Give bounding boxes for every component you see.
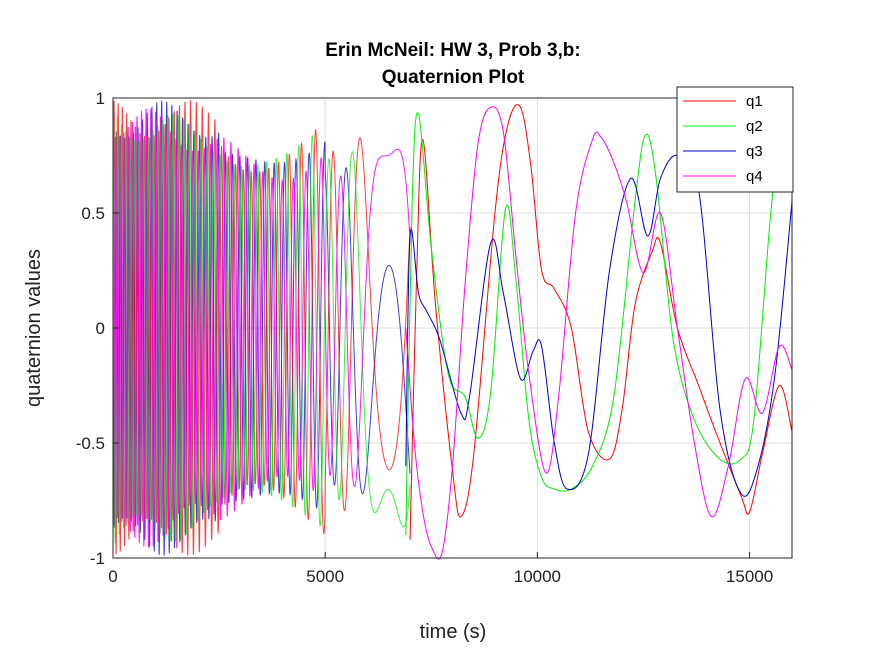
x-axis-label: time (s) <box>420 621 487 643</box>
chart-title-line-1: Erin McNeil: HW 3, Prob 3,b: <box>325 40 580 61</box>
legend: q1 q2 q3 q4 <box>676 86 794 193</box>
x-tick-label: 0 <box>108 567 117 586</box>
series-lines <box>405 104 793 560</box>
legend-label-q2: q2 <box>746 118 763 135</box>
y-tick-label: 1 <box>96 89 105 108</box>
legend-label-q1: q1 <box>746 93 763 110</box>
dense-oscillation-region <box>112 100 411 556</box>
series-line-q2 <box>405 108 793 536</box>
series-line-q1 <box>409 104 793 540</box>
dense-trace-q1 <box>112 100 411 556</box>
legend-box <box>676 86 794 193</box>
chart-title-line-2: Quaternion Plot <box>382 67 525 88</box>
series-line-q3 <box>405 154 793 497</box>
x-tick-label: 5000 <box>306 567 344 586</box>
x-tick-label: 15000 <box>726 567 773 586</box>
y-tick-label: 0.5 <box>81 204 105 223</box>
axis-ticks: 0 5000 10000 15000 -1 -0.5 0 0.5 1 <box>76 89 774 586</box>
series-line-q4 <box>405 106 793 560</box>
y-tick-label: -1 <box>90 549 105 568</box>
dense-trace-q3 <box>112 100 411 556</box>
legend-label-q3: q3 <box>746 143 763 160</box>
dense-trace-q4 <box>112 108 411 548</box>
y-axis-label: quaternion values <box>23 249 45 407</box>
y-tick-label: -0.5 <box>76 434 105 453</box>
legend-label-q4: q4 <box>746 168 763 185</box>
x-tick-label: 10000 <box>514 567 561 586</box>
dense-trace-q2 <box>112 109 411 544</box>
y-tick-label: 0 <box>96 319 105 338</box>
